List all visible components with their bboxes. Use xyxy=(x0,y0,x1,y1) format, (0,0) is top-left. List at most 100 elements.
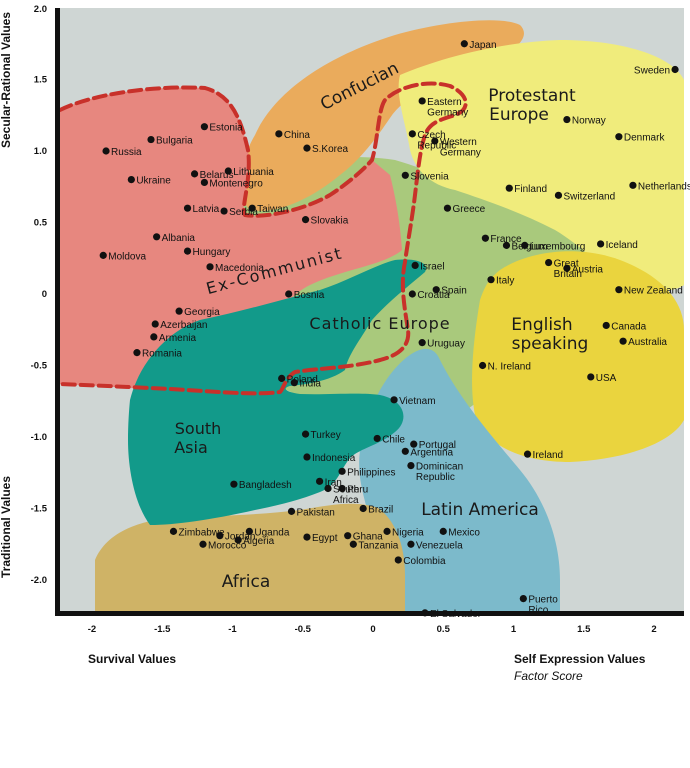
country-point xyxy=(394,556,402,564)
country-label: South Africa xyxy=(333,484,359,506)
country-point xyxy=(349,540,357,548)
country-label: Moldova xyxy=(108,251,146,262)
country-point xyxy=(545,258,553,267)
region-english-speaking xyxy=(472,251,684,462)
country-point xyxy=(587,373,595,381)
country-point xyxy=(563,115,571,124)
country-label: Serbia xyxy=(229,207,258,218)
country-label: Lithuania xyxy=(233,167,274,178)
x-tick-label: 0.5 xyxy=(437,624,451,635)
country-label: Algeria xyxy=(243,536,275,547)
country-label: Japan xyxy=(469,40,496,51)
region-protestant-europe xyxy=(398,40,684,291)
country-label: Bosnia xyxy=(294,290,325,301)
country-point xyxy=(338,467,346,475)
country-point xyxy=(169,527,178,535)
country-point xyxy=(597,240,605,248)
country-label: Morocco xyxy=(208,540,247,551)
country-label: Hungary xyxy=(193,247,231,258)
y-tick-label: -2.0 xyxy=(31,575,47,586)
country-label: Turkey xyxy=(311,430,341,441)
country-label: Mexico xyxy=(448,527,480,538)
country-point xyxy=(248,204,256,212)
country-point xyxy=(303,144,311,152)
country-point xyxy=(460,40,468,48)
country-label: Great Britain xyxy=(554,259,582,281)
x-tick-label: -1.5 xyxy=(154,624,171,635)
country-point xyxy=(99,251,107,259)
country-point xyxy=(200,178,208,187)
y-tick-label: 1.5 xyxy=(34,75,48,86)
country-label: S.Korea xyxy=(312,144,349,155)
country-label: Brazil xyxy=(368,505,393,516)
country-label: Egypt xyxy=(312,533,338,544)
country-label: Spain xyxy=(441,286,467,297)
country-point xyxy=(408,130,416,138)
y-tick-label: 0.5 xyxy=(34,218,48,229)
country-label: France xyxy=(490,234,522,245)
country-point xyxy=(200,123,208,131)
country-point xyxy=(408,290,416,298)
country-label: Croatia xyxy=(417,290,450,301)
country-point xyxy=(301,216,310,224)
country-label: Belgium xyxy=(511,241,547,252)
region-label-protestant-2: Europe xyxy=(489,105,549,125)
country-label: Taiwan xyxy=(257,204,288,215)
y-tick-label: 1.0 xyxy=(34,146,47,157)
country-point xyxy=(390,396,398,404)
x-axis-label-right: Self Expression Values xyxy=(514,652,646,666)
country-point xyxy=(523,450,532,458)
country-label: Bulgaria xyxy=(156,136,193,147)
country-point xyxy=(410,440,418,448)
country-point xyxy=(190,170,199,178)
country-label: Czech Republic xyxy=(417,130,456,152)
y-tick-label: -1.0 xyxy=(31,432,47,443)
country-point xyxy=(153,233,161,241)
country-label: Bangladesh xyxy=(239,480,292,491)
country-label: Chile xyxy=(382,434,405,445)
region-label-protestant-1: Protestant xyxy=(488,86,576,106)
country-label: Azerbaijan xyxy=(160,320,207,331)
country-label: Ghana xyxy=(353,532,383,543)
country-point xyxy=(183,247,192,255)
country-label: Slovenia xyxy=(410,171,449,182)
country-point xyxy=(619,337,627,345)
country-label: Ukraine xyxy=(136,176,171,187)
country-point xyxy=(502,241,511,249)
x-tick-label: 1.5 xyxy=(577,624,591,635)
country-label: Dominican Republic xyxy=(416,462,463,484)
country-point xyxy=(127,176,135,184)
country-label: Sweden xyxy=(634,65,670,76)
country-point xyxy=(563,264,571,272)
country-point xyxy=(316,477,324,485)
country-label: Philippines xyxy=(347,467,395,478)
country-point xyxy=(418,339,426,347)
country-label: Finland xyxy=(514,184,547,195)
country-point xyxy=(519,594,527,603)
x-tick-label: 2 xyxy=(651,624,656,635)
country-point xyxy=(303,453,311,461)
country-label: El Salvador xyxy=(430,609,482,620)
country-point xyxy=(230,480,238,488)
country-point xyxy=(206,263,214,271)
country-point xyxy=(278,374,286,382)
country-label: Iceland xyxy=(606,240,638,251)
region-label-english-2: speaking xyxy=(512,334,589,354)
country-point xyxy=(234,536,242,544)
country-point xyxy=(151,320,159,328)
country-point xyxy=(287,507,296,515)
country-point xyxy=(629,181,637,189)
country-point xyxy=(401,447,409,455)
country-label: Iran xyxy=(325,477,342,488)
country-label: Macedonia xyxy=(215,263,264,274)
country-label: Switzerland xyxy=(563,191,615,202)
plot-frame-left xyxy=(55,8,60,616)
x-axis-sublabel: Factor Score xyxy=(514,669,583,683)
country-label: Romania xyxy=(142,349,182,360)
country-point xyxy=(275,130,283,138)
region-label-latin-america: Latin America xyxy=(421,500,539,520)
data-points: Japan Sweden Eastern Germany Norway Estonia Bu… xyxy=(99,40,690,620)
country-point xyxy=(487,276,495,284)
country-label: Georgia xyxy=(184,307,220,318)
country-point xyxy=(505,184,513,192)
